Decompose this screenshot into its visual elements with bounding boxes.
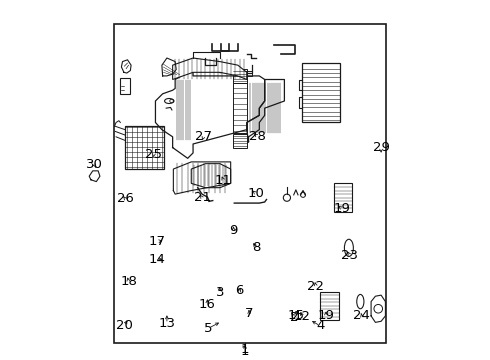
Text: 13: 13 xyxy=(158,317,175,330)
Text: 11: 11 xyxy=(215,174,232,187)
Bar xyxy=(233,69,247,83)
Text: 25: 25 xyxy=(145,148,162,161)
Text: 1: 1 xyxy=(241,343,249,356)
Text: 10: 10 xyxy=(247,187,264,200)
Text: 15: 15 xyxy=(287,309,304,323)
Text: 2: 2 xyxy=(290,311,299,324)
Text: 22: 22 xyxy=(307,280,324,293)
Text: 6: 6 xyxy=(235,284,244,297)
Bar xyxy=(125,126,165,169)
Text: 4: 4 xyxy=(316,319,324,332)
Bar xyxy=(120,78,130,94)
Bar xyxy=(233,83,247,133)
Text: 17: 17 xyxy=(149,235,166,248)
Text: 14: 14 xyxy=(148,253,165,266)
Text: 26: 26 xyxy=(117,192,133,205)
Text: 9: 9 xyxy=(229,224,238,237)
Text: 24: 24 xyxy=(353,309,370,323)
Circle shape xyxy=(219,68,222,71)
Polygon shape xyxy=(191,164,231,188)
Text: 19: 19 xyxy=(333,202,350,215)
Bar xyxy=(320,292,339,320)
Bar xyxy=(244,71,252,76)
Polygon shape xyxy=(172,58,247,80)
Text: 29: 29 xyxy=(373,141,390,154)
Text: 1: 1 xyxy=(241,345,249,357)
Text: 16: 16 xyxy=(199,298,216,311)
Text: 19: 19 xyxy=(318,309,334,323)
Text: 28: 28 xyxy=(249,130,267,143)
Bar xyxy=(114,24,387,343)
Text: 23: 23 xyxy=(341,248,358,261)
Bar xyxy=(334,183,352,212)
Text: 5: 5 xyxy=(204,322,212,335)
Text: 27: 27 xyxy=(196,130,212,143)
Text: 7: 7 xyxy=(245,307,253,320)
Bar xyxy=(302,63,340,122)
Text: 3: 3 xyxy=(216,286,224,299)
Text: 20: 20 xyxy=(116,319,133,332)
Text: 18: 18 xyxy=(120,275,137,288)
Text: 12: 12 xyxy=(294,310,311,323)
Text: 8: 8 xyxy=(252,241,261,255)
Text: 21: 21 xyxy=(194,191,211,204)
Bar xyxy=(233,134,247,148)
Text: 30: 30 xyxy=(86,158,103,171)
